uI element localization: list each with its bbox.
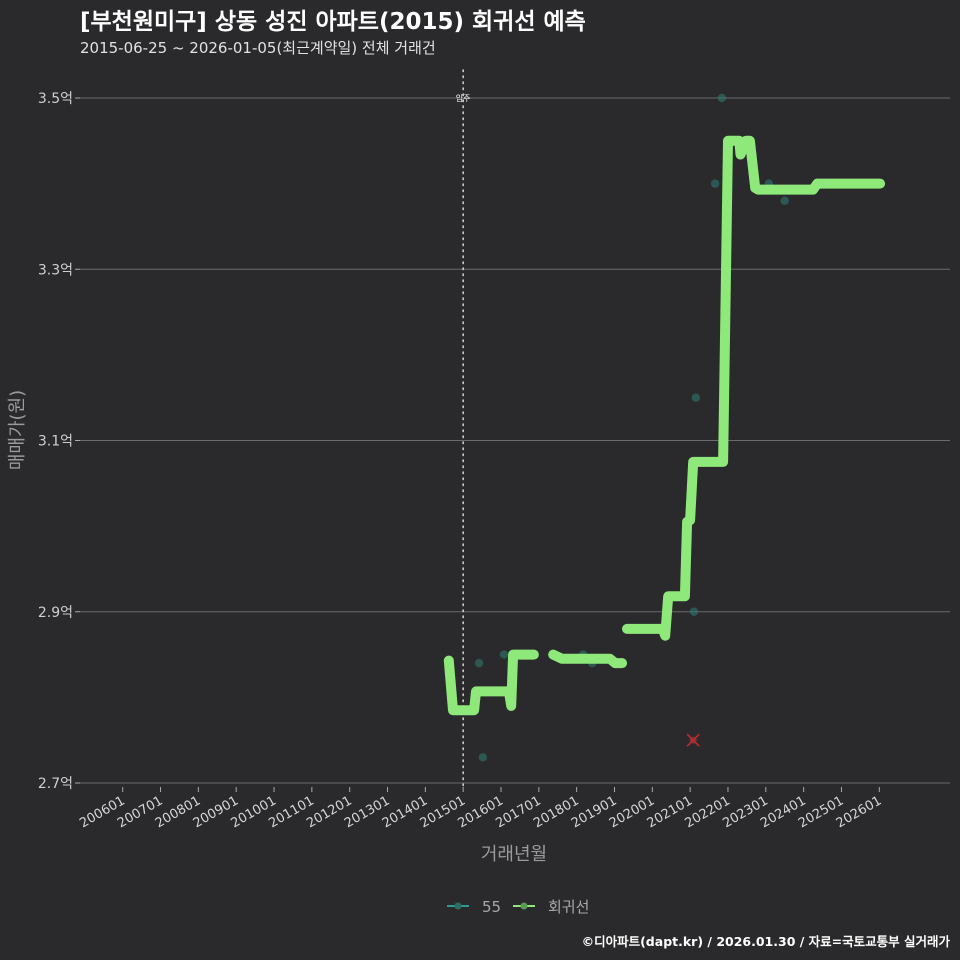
move-in-label: 입주 (456, 94, 471, 103)
data-point[interactable] (478, 753, 488, 762)
chart-title: [부천원미구] 상동 성진 아파트(2015) 회귀선 예측 (80, 9, 586, 35)
data-point[interactable] (780, 196, 789, 205)
regression-segment (548, 649, 628, 669)
regression-line (443, 135, 886, 716)
data-point[interactable] (691, 393, 701, 402)
legend-item-55[interactable]: 55 (447, 898, 501, 916)
data-point[interactable] (689, 607, 699, 616)
y-tick-label: 2.9억 (38, 605, 73, 621)
regression-segment (622, 135, 886, 641)
y-tick-label: 3.5억 (38, 91, 73, 107)
legend-item-regression[interactable]: 회귀선 (513, 898, 589, 916)
x-axis-title: 거래년월 (481, 844, 547, 865)
legend-dot-regression (520, 902, 528, 910)
data-point[interactable] (499, 650, 509, 659)
legend-label-regression: 회귀선 (548, 898, 589, 916)
y-axis: 3.5억 3.3억 3.1억 2.9억 2.7억 (38, 91, 80, 792)
chart-subtitle: 2015-06-25 ~ 2026-01-05(최근계약일) 전체 거래건 (80, 39, 436, 57)
outlier-cross-b (686, 733, 700, 747)
y-axis-title: 매매가(원) (7, 390, 28, 470)
legend-label-55: 55 (482, 898, 501, 916)
outlier-markers (686, 733, 700, 747)
source-caption: ©디아파트(dapt.kr) / 2026.01.30 / 자료=국토교통부 실… (582, 934, 951, 949)
data-point[interactable] (710, 179, 720, 188)
y-tick-label: 2.7억 (38, 776, 73, 792)
regression-segment (443, 649, 539, 716)
gridlines (80, 97, 950, 784)
legend: 55 회귀선 (447, 898, 589, 916)
data-point[interactable] (717, 93, 727, 103)
y-tick-label: 3.3억 (38, 262, 73, 278)
data-point[interactable] (474, 658, 484, 668)
outlier-x-icon[interactable] (686, 733, 700, 747)
y-tick-label: 3.1억 (38, 434, 73, 450)
legend-dot-55 (454, 902, 462, 910)
